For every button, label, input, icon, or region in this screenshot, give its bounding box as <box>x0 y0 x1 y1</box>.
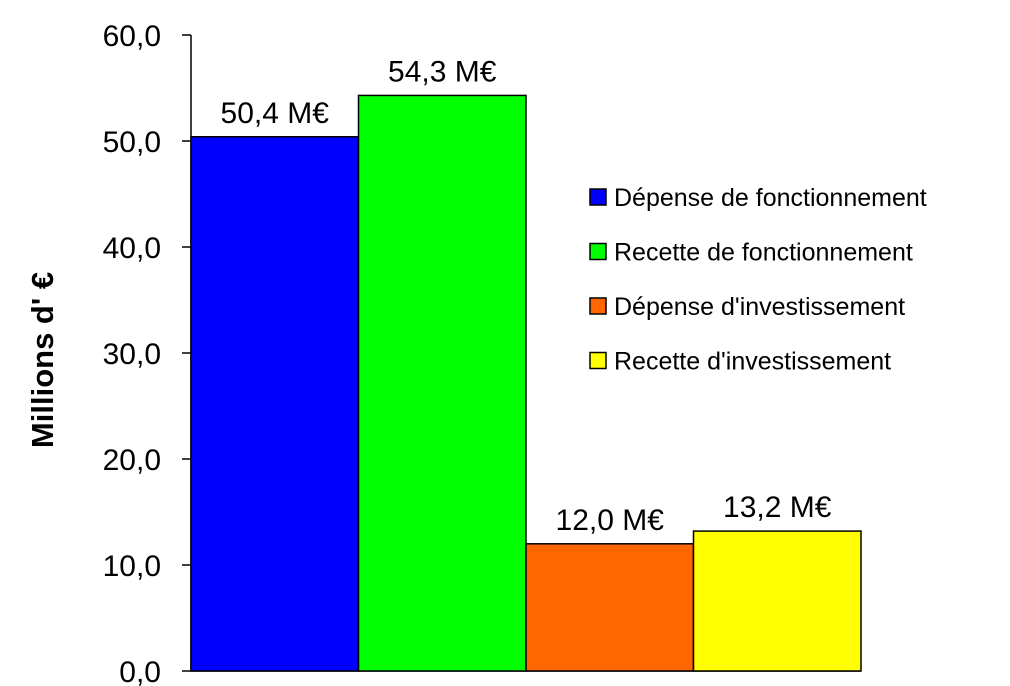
y-tick-label: 60,0 <box>103 20 161 53</box>
y-tick-label: 20,0 <box>103 444 161 477</box>
y-tick-label: 10,0 <box>103 550 161 583</box>
bar <box>357 94 527 672</box>
legend-swatch <box>589 188 607 206</box>
y-tick-label: 40,0 <box>103 232 161 265</box>
bar <box>692 530 862 672</box>
bar <box>525 543 695 672</box>
y-tick-label: 50,0 <box>103 126 161 159</box>
data-labels: 50,4 M€ 54,3 M€ 12,0 M€ 13,2 M€ <box>221 55 832 536</box>
bar <box>190 136 360 672</box>
legend-swatch <box>589 297 607 315</box>
bars <box>190 94 862 672</box>
y-tick-label: 0,0 <box>119 656 161 686</box>
legend-entry-label: Dépense d'investissement <box>614 293 905 321</box>
legend-entry-label: Dépense de fonctionnement <box>614 184 927 212</box>
y-axis-label: Millions d' € <box>25 272 60 448</box>
bar-data-label: 13,2 M€ <box>723 491 832 524</box>
bar-data-label: 54,3 M€ <box>388 55 497 88</box>
legend-entry-label: Recette d'investissement <box>614 348 891 376</box>
y-tick-label: 30,0 <box>103 338 161 371</box>
bar-data-label: 50,4 M€ <box>221 97 330 130</box>
legend-swatch <box>589 242 607 261</box>
legend-swatch <box>589 351 607 370</box>
legend: Dépense de fonctionnement Recette de fonc… <box>589 184 927 376</box>
bar-data-label: 12,0 M€ <box>556 504 665 537</box>
legend-entry-label: Recette de fonctionnement <box>614 239 913 267</box>
y-axis: 0,0 10,0 20,0 30,0 40,0 50,0 60,0 <box>103 20 861 686</box>
